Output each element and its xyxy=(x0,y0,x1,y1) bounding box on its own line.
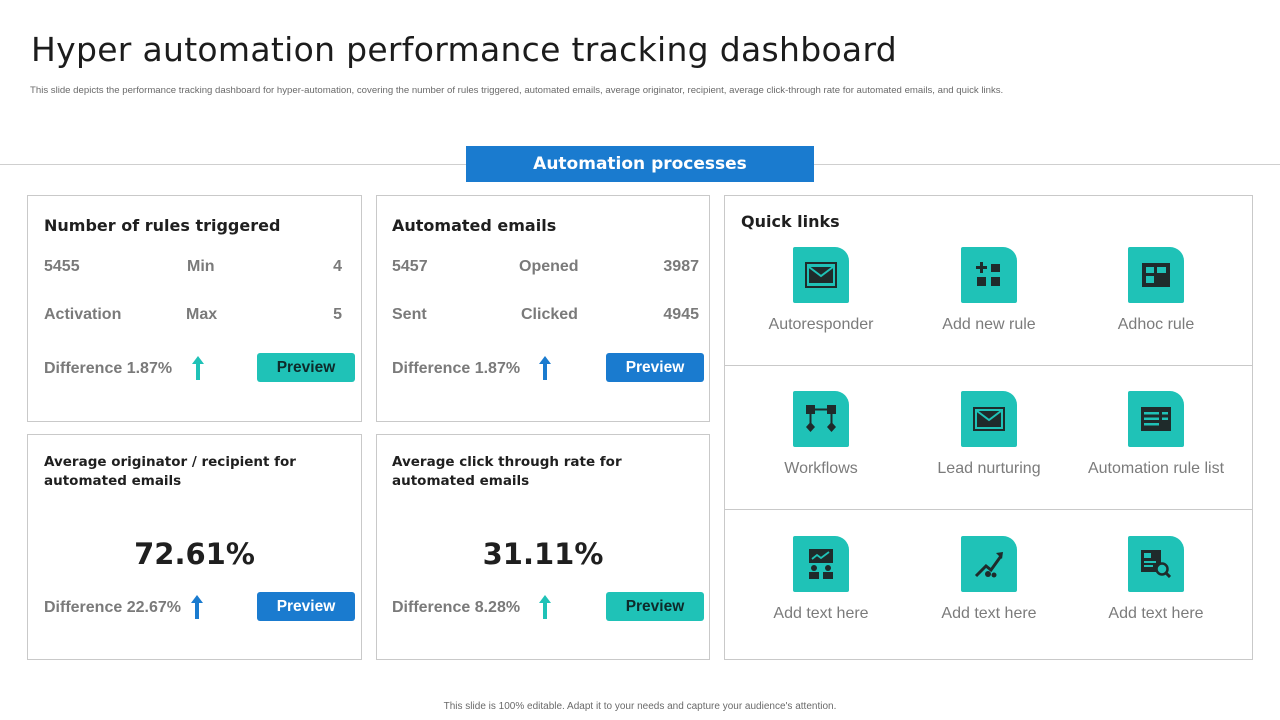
quick-links-divider xyxy=(725,365,1252,366)
rules-stat-max-label: Max xyxy=(186,306,218,323)
growth-icon xyxy=(961,536,1017,592)
quick-link-autoresponder[interactable]: Autoresponder xyxy=(737,247,905,339)
page-title: Hyper automation performance tracking da… xyxy=(31,30,897,69)
workflow-icon xyxy=(793,391,849,447)
originator-value: 72.61% xyxy=(134,537,255,571)
quick-link-lead-nurturing[interactable]: Lead nurturing xyxy=(905,391,1073,483)
quick-link-automation-rule-list[interactable]: Automation rule list xyxy=(1072,391,1240,483)
analytics-icon xyxy=(793,536,849,592)
emails-stat-opened-label: Opened xyxy=(519,258,579,275)
rules-stat-max-value: 5 xyxy=(333,306,342,323)
quick-link-label: Adhoc rule xyxy=(1117,316,1195,333)
quick-link-label: Workflows xyxy=(784,460,858,477)
rules-stat-total: 5455 xyxy=(44,258,80,275)
quick-links-title: Quick links xyxy=(741,212,840,231)
rules-preview-button[interactable]: Preview xyxy=(257,353,355,382)
quick-links-panel: Quick links Autoresponder Add new rule A… xyxy=(724,195,1253,660)
originator-recipient-card: Average originator / recipient for autom… xyxy=(27,434,362,660)
rules-triggered-card: Number of rules triggered 5455 Min 4 Act… xyxy=(27,195,362,422)
quick-link-label: Autoresponder xyxy=(768,316,874,333)
automated-emails-card: Automated emails 5457 Opened 3987 Sent C… xyxy=(376,195,710,422)
quick-link-label: Automation rule list xyxy=(1087,460,1225,477)
quick-link-label: Add text here xyxy=(1108,605,1204,622)
emails-stat-opened-value: 3987 xyxy=(663,258,699,275)
quick-link-analytics[interactable]: Add text here xyxy=(737,536,905,628)
ctr-value: 31.11% xyxy=(482,537,604,571)
report-search-icon xyxy=(1128,536,1184,592)
quick-link-add-new-rule[interactable]: Add new rule xyxy=(905,247,1073,339)
quick-link-workflows[interactable]: Workflows xyxy=(737,391,905,483)
emails-stat-clicked-value: 4945 xyxy=(663,306,699,323)
arrow-up-icon xyxy=(539,595,551,619)
quick-links-divider xyxy=(725,509,1252,510)
quick-link-report-search[interactable]: Add text here xyxy=(1072,536,1240,628)
quick-link-label: Add new rule xyxy=(942,316,1036,333)
emails-card-title: Automated emails xyxy=(392,216,557,235)
quick-link-label: Lead nurturing xyxy=(937,460,1041,477)
emails-stat-clicked-label: Clicked xyxy=(521,306,578,323)
rules-stat-min-value: 4 xyxy=(333,258,342,275)
emails-preview-button[interactable]: Preview xyxy=(606,353,704,382)
rules-stat-min-label: Min xyxy=(187,258,215,275)
arrow-up-icon xyxy=(539,356,551,380)
originator-preview-button[interactable]: Preview xyxy=(257,592,355,621)
rules-difference: Difference 1.87% xyxy=(44,360,173,377)
click-through-rate-card: Average click through rate for automated… xyxy=(376,434,710,660)
rules-stat-activation: Activation xyxy=(44,306,122,323)
emails-stat-total: 5457 xyxy=(392,258,428,275)
rules-card-title: Number of rules triggered xyxy=(44,216,281,235)
mail-icon xyxy=(961,391,1017,447)
ctr-card-title: Average click through rate for automated… xyxy=(392,454,622,489)
originator-card-title: Average originator / recipient for autom… xyxy=(44,454,296,489)
ctr-difference: Difference 8.28% xyxy=(392,599,521,616)
footer-note: This slide is 100% editable. Adapt it to… xyxy=(443,701,837,712)
add-rule-icon xyxy=(961,247,1017,303)
rule-list-icon xyxy=(1128,391,1184,447)
quick-link-label: Add text here xyxy=(941,605,1037,622)
arrow-up-icon xyxy=(192,356,204,380)
ctr-preview-button[interactable]: Preview xyxy=(606,592,704,621)
quick-link-adhoc-rule[interactable]: Adhoc rule xyxy=(1072,247,1240,339)
page-subtitle: This slide depicts the performance track… xyxy=(30,85,1004,96)
quick-link-label: Add text here xyxy=(773,605,869,622)
originator-difference: Difference 22.67% xyxy=(44,599,181,616)
autoresponder-icon xyxy=(793,247,849,303)
adhoc-rule-icon xyxy=(1128,247,1184,303)
emails-stat-sent: Sent xyxy=(392,306,427,323)
arrow-up-icon xyxy=(191,595,203,619)
emails-difference: Difference 1.87% xyxy=(392,360,521,377)
quick-link-growth[interactable]: Add text here xyxy=(905,536,1073,628)
section-banner: Automation processes xyxy=(466,146,814,182)
